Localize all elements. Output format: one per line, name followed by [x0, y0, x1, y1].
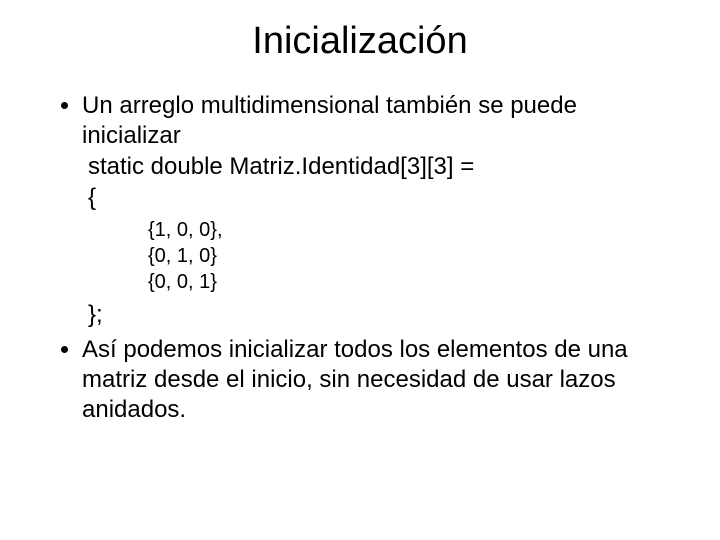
slide: Inicialización Un arreglo multidimension… — [0, 0, 720, 540]
bullet-item-2: Así podemos inicializar todos los elemen… — [82, 335, 670, 425]
code-close-brace: }; — [88, 299, 670, 330]
bullet1-text: Un arreglo multidimensional también se p… — [82, 92, 577, 149]
matrix-rows: {1, 0, 0}, {0, 1, 0} {0, 0, 1} — [148, 217, 670, 295]
bullet-list: Un arreglo multidimensional también se p… — [50, 91, 670, 425]
matrix-row-3: {0, 0, 1} — [148, 269, 670, 295]
code-open-brace: { — [88, 182, 670, 213]
matrix-row-1: {1, 0, 0}, — [148, 217, 670, 243]
slide-title: Inicialización — [50, 20, 670, 63]
bullet-item-1: Un arreglo multidimensional también se p… — [82, 91, 670, 331]
matrix-row-2: {0, 1, 0} — [148, 243, 670, 269]
code-declaration: static double Matriz.Identidad[3][3] = — [88, 151, 670, 182]
